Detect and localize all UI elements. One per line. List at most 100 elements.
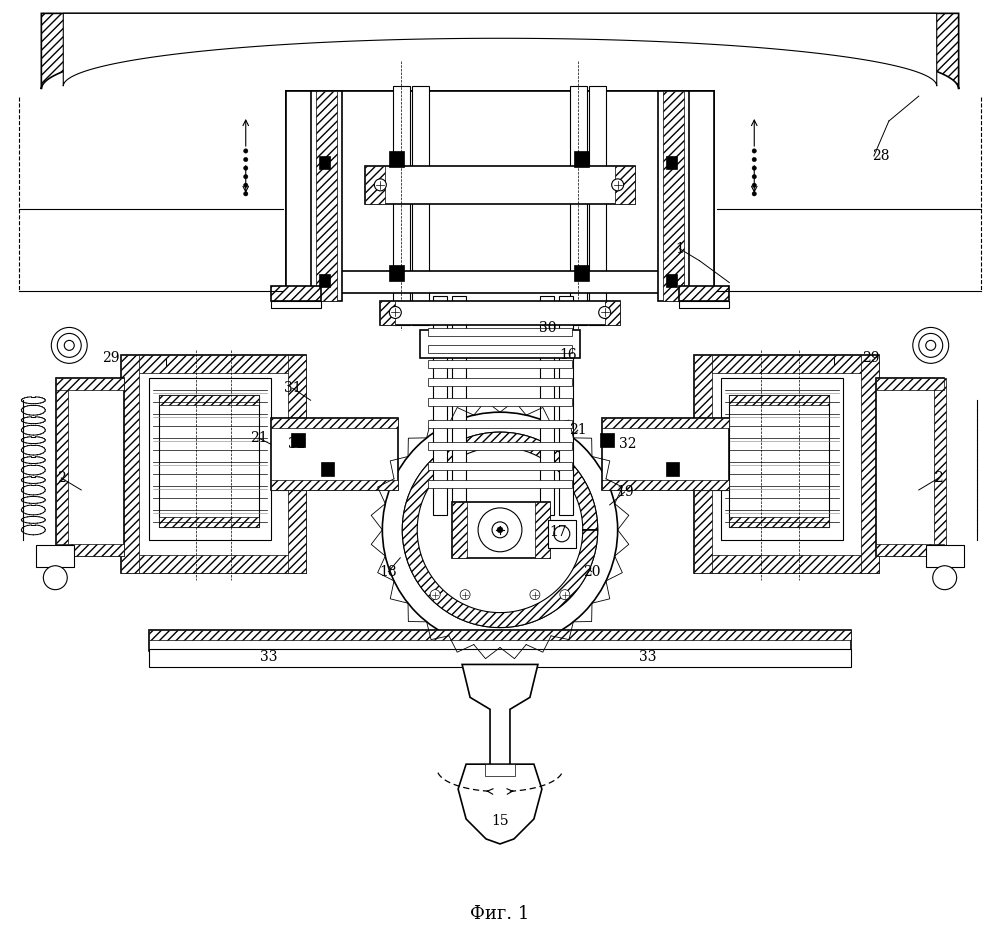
- Text: 32: 32: [288, 437, 305, 451]
- Bar: [694, 355, 879, 373]
- Bar: [159, 517, 259, 526]
- Circle shape: [530, 589, 540, 600]
- Bar: [433, 295, 447, 515]
- Text: Фиг. 1: Фиг. 1: [470, 904, 530, 922]
- Circle shape: [913, 327, 949, 364]
- Polygon shape: [462, 664, 538, 767]
- Bar: [602, 418, 729, 428]
- Bar: [452, 502, 550, 558]
- Bar: [570, 86, 587, 326]
- Text: 31: 31: [284, 381, 301, 395]
- Circle shape: [244, 166, 248, 170]
- Circle shape: [382, 412, 618, 647]
- Text: 16: 16: [559, 348, 577, 363]
- Bar: [319, 156, 330, 169]
- Bar: [121, 355, 306, 573]
- Text: 21: 21: [250, 431, 268, 446]
- Bar: [574, 265, 589, 281]
- Bar: [428, 480, 572, 488]
- Bar: [666, 156, 677, 169]
- Bar: [694, 355, 879, 573]
- Bar: [365, 166, 385, 204]
- Circle shape: [402, 432, 598, 627]
- Text: 15: 15: [491, 814, 509, 828]
- Text: 2: 2: [934, 471, 943, 485]
- Bar: [605, 301, 620, 326]
- Bar: [271, 418, 398, 428]
- Bar: [121, 355, 306, 373]
- Bar: [56, 544, 124, 556]
- Bar: [600, 433, 614, 447]
- Bar: [56, 378, 68, 556]
- Bar: [56, 378, 124, 556]
- Bar: [679, 91, 714, 290]
- Bar: [663, 91, 684, 301]
- Bar: [428, 462, 572, 470]
- Circle shape: [752, 157, 756, 162]
- Bar: [159, 395, 259, 526]
- Bar: [574, 151, 589, 167]
- Bar: [286, 91, 714, 121]
- Bar: [662, 270, 679, 292]
- Bar: [286, 91, 714, 290]
- Text: 29: 29: [102, 351, 120, 366]
- Bar: [876, 378, 944, 390]
- Bar: [389, 265, 404, 281]
- Bar: [286, 91, 321, 290]
- Circle shape: [244, 183, 248, 188]
- Circle shape: [374, 179, 386, 190]
- Bar: [729, 517, 829, 526]
- Bar: [876, 378, 944, 556]
- Circle shape: [64, 341, 74, 350]
- Bar: [679, 301, 729, 308]
- Bar: [321, 462, 334, 476]
- Circle shape: [244, 149, 248, 153]
- Bar: [319, 273, 330, 287]
- Text: 32: 32: [619, 437, 636, 451]
- Bar: [428, 378, 572, 387]
- Bar: [428, 442, 572, 450]
- Bar: [559, 295, 573, 515]
- Circle shape: [752, 166, 756, 170]
- Circle shape: [752, 149, 756, 153]
- Bar: [311, 91, 342, 301]
- Bar: [540, 295, 554, 515]
- Bar: [428, 361, 572, 368]
- Bar: [288, 355, 306, 573]
- Bar: [380, 301, 395, 326]
- Circle shape: [430, 589, 440, 600]
- Circle shape: [389, 307, 401, 319]
- Text: 29: 29: [862, 351, 880, 366]
- Bar: [389, 151, 404, 167]
- Bar: [316, 91, 337, 301]
- Text: 21: 21: [569, 423, 587, 437]
- Text: 18: 18: [380, 565, 397, 579]
- Bar: [291, 433, 305, 447]
- Bar: [666, 462, 679, 476]
- Circle shape: [926, 341, 936, 350]
- Bar: [412, 86, 429, 326]
- Bar: [589, 86, 606, 326]
- Bar: [380, 301, 620, 326]
- Bar: [321, 270, 679, 292]
- Circle shape: [752, 183, 756, 188]
- Bar: [934, 378, 946, 556]
- Text: 17: 17: [549, 525, 567, 539]
- Bar: [121, 555, 306, 573]
- Circle shape: [554, 526, 570, 542]
- Bar: [159, 395, 259, 406]
- Bar: [428, 328, 572, 336]
- Circle shape: [244, 174, 248, 179]
- Bar: [679, 286, 729, 301]
- Bar: [694, 555, 879, 573]
- Bar: [452, 295, 466, 515]
- Bar: [271, 480, 398, 490]
- Circle shape: [752, 191, 756, 196]
- Text: 28: 28: [872, 149, 890, 163]
- Text: 19: 19: [616, 485, 633, 499]
- Bar: [149, 629, 851, 651]
- Bar: [428, 346, 572, 353]
- Bar: [876, 544, 944, 556]
- Bar: [271, 301, 321, 308]
- Bar: [393, 86, 410, 326]
